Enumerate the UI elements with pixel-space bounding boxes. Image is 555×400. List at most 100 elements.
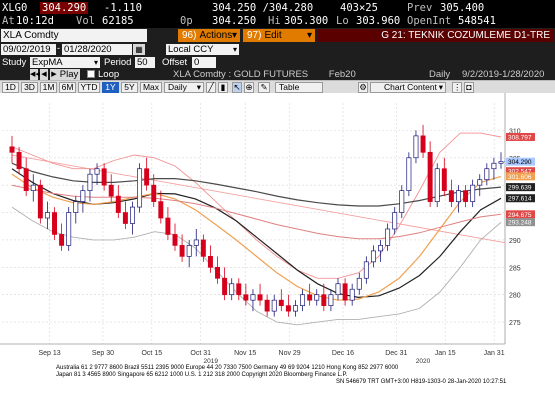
value-label-box: [506, 218, 535, 227]
range-1m-button[interactable]: 1M: [40, 82, 57, 93]
chevron-down-icon: ▾: [231, 30, 237, 41]
step-forward-icon[interactable]: ▶: [50, 69, 58, 80]
step-back-icon[interactable]: ◀: [40, 69, 48, 80]
settings-icon[interactable]: ⚙: [358, 82, 368, 93]
quote-open: 304.250: [212, 15, 257, 27]
candle-body: [236, 283, 242, 296]
candle-body: [80, 190, 86, 202]
ema-line-2: [11, 162, 502, 207]
camera-icon[interactable]: ◘: [464, 82, 474, 93]
candle-body: [427, 151, 433, 202]
start-date-input[interactable]: 09/02/2019: [1, 44, 56, 55]
candle-body: [108, 184, 114, 197]
chart-content-button[interactable]: Chart Content ▾: [370, 82, 446, 93]
play-button[interactable]: Play: [58, 69, 80, 80]
loop-label: Loop: [98, 69, 120, 80]
candle-body: [23, 168, 29, 191]
bollinger-band-1: [11, 206, 502, 326]
quote-prev-label: Prev: [407, 2, 433, 14]
date-bar: 09/02/2019 - 01/28/2020 ▦ Local CCY: [0, 43, 555, 56]
range-1d-button[interactable]: 1D: [2, 82, 19, 93]
chevron-down-icon: ▾: [196, 82, 201, 92]
loop-checkbox[interactable]: [87, 70, 95, 78]
candle-body: [413, 135, 419, 159]
value-label: 299.639: [508, 185, 532, 192]
calendar-icon[interactable]: ▦: [133, 44, 145, 55]
study-bar: Study ExpMA Period 50 Offset 0: [0, 56, 555, 68]
candle-body: [399, 190, 405, 213]
candle-body: [215, 266, 220, 279]
range-max-button[interactable]: Max: [140, 82, 162, 93]
value-label: 293.248: [508, 220, 532, 227]
candle-body: [491, 162, 497, 170]
value-label-box: [506, 167, 535, 176]
candle-body: [385, 228, 391, 246]
actions-button[interactable]: 96) Actions ▾: [178, 29, 240, 42]
candle-body: [271, 299, 277, 312]
drag-handle-icon[interactable]: ⋮: [452, 82, 462, 93]
range-5y-button[interactable]: 5Y: [121, 82, 138, 93]
chart-range-label: 9/2/2019-1/28/2020: [462, 69, 545, 80]
rewind-icon[interactable]: ◀◀: [30, 69, 41, 80]
candle-body: [130, 206, 135, 224]
value-label: 297.614: [508, 196, 532, 203]
quote-open-label: 0p: [180, 15, 193, 27]
value-label-box: [506, 172, 535, 181]
chart-content-label: Chart Content: [384, 82, 437, 92]
end-date-input[interactable]: 01/28/2020: [62, 44, 132, 55]
candle-body: [30, 184, 36, 191]
edit-button[interactable]: 97) Edit ▾: [243, 29, 315, 42]
candle-body: [307, 294, 313, 301]
period-label: Period: [104, 57, 132, 68]
table-button[interactable]: Table: [275, 82, 323, 93]
currency-select[interactable]: Local CCY: [166, 44, 239, 55]
chevron-down-icon: ▾: [438, 82, 443, 92]
value-label-box: [506, 194, 535, 203]
value-label-box: [506, 210, 535, 219]
range-3d-button[interactable]: 3D: [21, 82, 38, 93]
x-tick-label: Jan 15: [435, 350, 456, 357]
candle-body: [448, 190, 454, 202]
edit-button-label: Edit: [264, 30, 282, 41]
candle-body: [321, 294, 327, 307]
date-separator: -: [57, 43, 60, 53]
range-6m-button[interactable]: 6M: [59, 82, 76, 93]
frequency-select[interactable]: Daily ▾: [164, 82, 204, 93]
x-tick-label: Oct 15: [141, 350, 162, 357]
range-bar: 1D 3D 1M 6M YTD 1Y 5Y Max Daily ▾ ╱ ▮ ↖ ⊕…: [0, 80, 555, 93]
range-ytd-button[interactable]: YTD: [78, 82, 100, 93]
bollinger-band-0: [11, 132, 502, 279]
security-input[interactable]: XLA Comdty: [1, 29, 147, 42]
candle-body: [477, 179, 483, 186]
candle-body: [122, 212, 128, 224]
line-icon[interactable]: ╱: [206, 82, 216, 93]
zoom-icon[interactable]: ⊕: [244, 82, 254, 93]
draw-icon[interactable]: ✎: [258, 82, 270, 93]
quote-last: 304.290: [40, 2, 89, 14]
period-input[interactable]: 50: [135, 57, 155, 68]
y-tick-label: 310: [509, 128, 521, 135]
candle-body: [470, 184, 476, 202]
bar-chart-icon[interactable]: ▮: [218, 82, 228, 93]
year-label: 2019: [203, 358, 218, 364]
candle-body: [420, 135, 426, 153]
study-select[interactable]: ExpMA: [30, 57, 100, 68]
candle-body: [137, 168, 143, 208]
command-bar: XLA Comdty 96) Actions ▾ 97) Edit ▾ G 21: TE…: [0, 28, 555, 43]
candle-body: [250, 294, 256, 301]
offset-label: Offset: [162, 57, 188, 68]
candle-body: [363, 261, 369, 279]
range-1y-button[interactable]: 1Y: [102, 82, 119, 93]
quote-vol: 62185: [102, 15, 134, 27]
cursor-icon[interactable]: ↖: [232, 82, 242, 93]
offset-input[interactable]: 0: [192, 57, 216, 68]
candle-body: [392, 212, 398, 230]
candle-body: [207, 256, 213, 268]
candle-body: [59, 234, 65, 246]
candle-body: [328, 294, 334, 307]
x-tick-label: Dec 31: [385, 350, 407, 357]
study-label: Study: [2, 57, 27, 68]
quote-low: 303.960: [356, 15, 401, 27]
